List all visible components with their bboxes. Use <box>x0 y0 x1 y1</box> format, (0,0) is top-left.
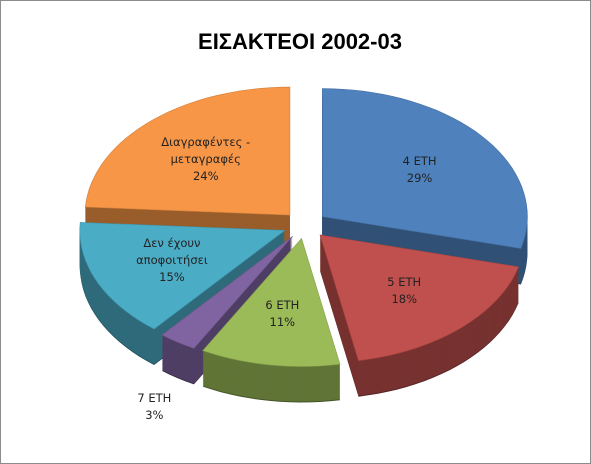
slice-label-box: 5 ΕΤΗ 18% <box>339 261 469 321</box>
slice-category: 5 ΕΤΗ <box>387 274 422 289</box>
slice-label-box: 6 ΕΤΗ 11% <box>217 284 347 344</box>
slice-percent: 29% <box>406 170 433 185</box>
slice-category: 6 ΕΤΗ <box>265 298 300 313</box>
slice-label-box: 4 ΕΤΗ 29% <box>355 140 485 200</box>
slice-label: 4 ΕΤΗ 29% <box>355 140 485 200</box>
chart-title: ΕΙΣΑΚΤΕΟΙ 2002-03 <box>198 29 402 54</box>
slice-percent: 18% <box>391 291 418 306</box>
slice-label-box: 7 ΕΤΗ 3% <box>89 377 219 437</box>
slice-category: 7 ΕΤΗ <box>137 391 172 406</box>
slice-label: 7 ΕΤΗ 3% <box>89 377 219 437</box>
slice-label: Διαγραφέντες - μεταγραφές 24% <box>141 129 271 189</box>
slice-category: Διαγραφέντες - μεταγραφές <box>161 134 251 166</box>
slice-label-box: Διαγραφέντες - μεταγραφές 24% <box>141 129 271 189</box>
slice-percent: 24% <box>192 168 219 183</box>
slice-label: 5 ΕΤΗ 18% <box>339 261 469 321</box>
slice <box>161 236 293 349</box>
slice-percent: 3% <box>145 408 164 423</box>
slice <box>322 88 528 249</box>
slice-percent: 11% <box>269 315 296 330</box>
slice-category: Δεν έχουν αποφοιτήσει <box>136 236 208 268</box>
slice <box>79 222 286 330</box>
slice <box>319 234 520 362</box>
slice <box>202 237 341 367</box>
slice-label-box: Δεν έχουν αποφοιτήσει 15% <box>107 231 237 291</box>
slice-label: Δεν έχουν αποφοιτήσει 15% <box>107 231 237 291</box>
slice-label: 6 ΕΤΗ 11% <box>217 284 347 344</box>
slice-category: 4 ΕΤΗ <box>402 153 437 168</box>
slice <box>84 86 291 216</box>
slice-percent: 15% <box>159 270 185 285</box>
